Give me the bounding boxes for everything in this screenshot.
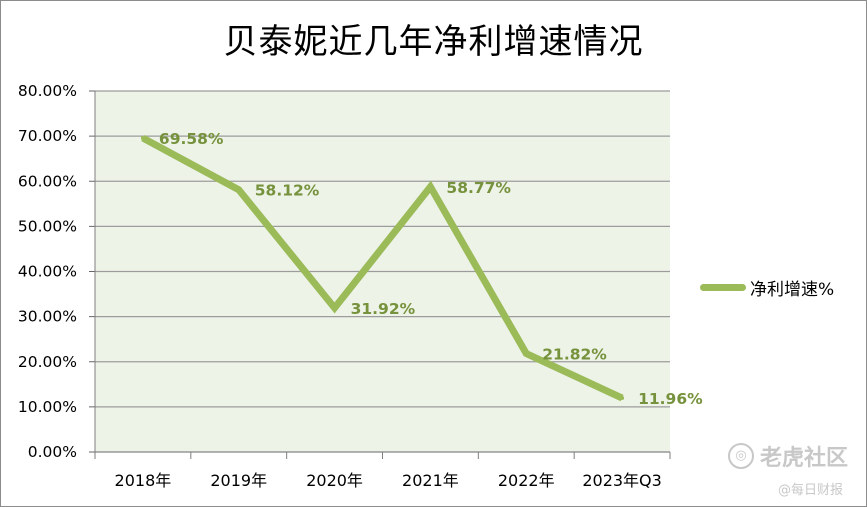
y-tick-label: 10.00%	[18, 398, 77, 416]
series-line	[141, 134, 624, 402]
y-tick-label: 0.00%	[28, 443, 77, 461]
y-tick-label: 30.00%	[18, 308, 77, 326]
y-tick-label: 20.00%	[18, 353, 77, 371]
x-category-label: 2018年	[115, 471, 172, 490]
data-label: 21.82%	[542, 346, 607, 364]
y-tick-label: 50.00%	[18, 217, 77, 235]
x-category-label: 2019年	[210, 471, 267, 490]
y-tick-label: 80.00%	[18, 82, 77, 100]
tiger-logo-icon: ◎	[728, 443, 754, 469]
y-tick-label: 70.00%	[18, 127, 77, 145]
data-point	[236, 187, 241, 192]
data-point	[140, 136, 145, 141]
x-category-label: 2021年	[402, 471, 459, 490]
data-label: 69.58%	[159, 130, 224, 148]
data-label: 31.92%	[351, 300, 416, 318]
x-category-label: 2020年	[306, 471, 363, 490]
chart-title: 贝泰妮近几年净利增速情况	[223, 22, 644, 62]
x-category-label: 2023年Q3	[582, 471, 662, 490]
data-label: 58.77%	[446, 179, 511, 197]
data-point	[524, 351, 529, 356]
legend: 净利增速%	[700, 275, 834, 300]
data-point	[428, 184, 433, 189]
watermark-text: 老虎社区	[760, 446, 849, 471]
y-tick-label: 60.00%	[18, 172, 77, 190]
legend-label: 净利增速%	[750, 280, 835, 300]
watermark: ◎ 老虎社区	[728, 440, 848, 472]
x-category-label: 2022年	[498, 471, 555, 490]
y-tick-label: 40.00%	[18, 263, 77, 281]
data-point	[332, 305, 337, 310]
legend-swatch	[700, 284, 746, 291]
data-label: 58.12%	[255, 182, 320, 200]
source-tag: @每日财报	[778, 483, 844, 498]
data-point	[620, 396, 625, 401]
data-label: 11.96%	[638, 390, 703, 408]
